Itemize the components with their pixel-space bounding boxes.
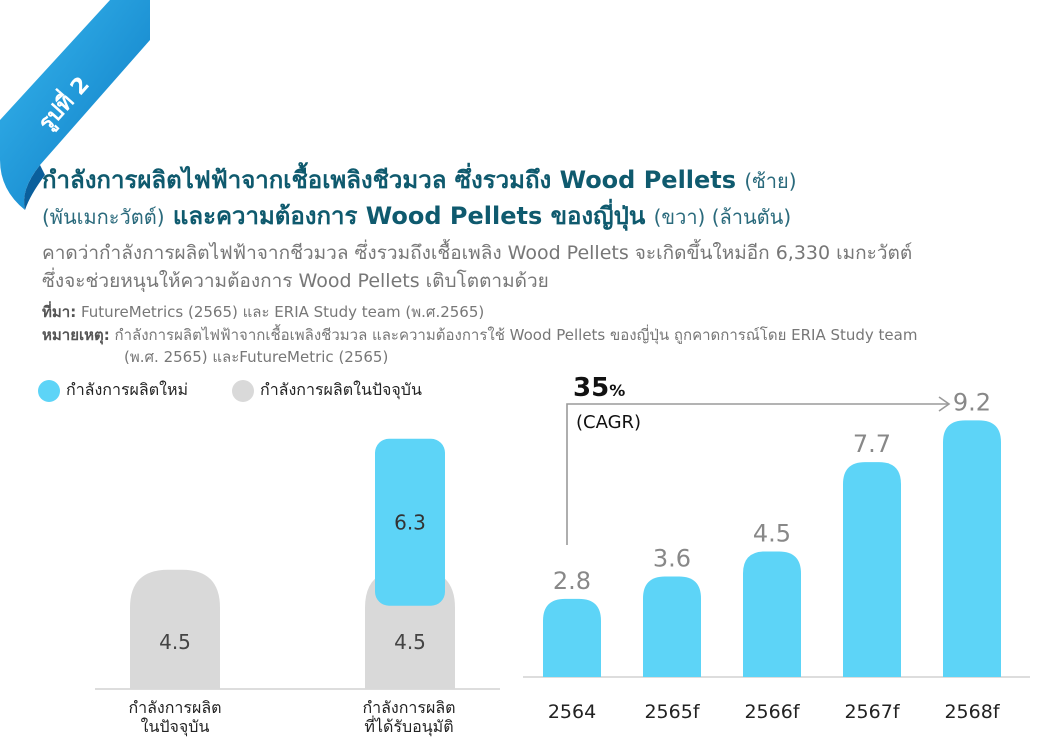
note-text-1: กำลังการผลิตไฟฟ้าจากเชื้อเพลิงชีวมวล และ… (114, 326, 918, 344)
source-line: ที่มา: FutureMetrics (2565) และ ERIA Stu… (42, 300, 484, 324)
left-category-1-line-1: กำลังการผลิต (362, 698, 456, 717)
legend-swatch-current (232, 379, 254, 402)
cagr-value: 35% (573, 373, 625, 403)
right-bar-value-2568f: 9.2 (953, 388, 991, 416)
right-category-2568f: 2568f (944, 701, 1000, 723)
figure-badge-ribbon: รูปที่ 2 (0, 0, 150, 210)
right-bar-2565f (643, 576, 701, 677)
note-line-2: (พ.ศ. 2565) และFutureMetric (2565) (124, 348, 389, 366)
right-category-2564: 2564 (548, 701, 596, 723)
left-bar-current-label-0: 4.5 (159, 630, 191, 654)
source-text: FutureMetrics (2565) และ ERIA Study team… (80, 303, 485, 321)
right-bar-value-2564: 2.8 (553, 567, 591, 595)
right-chart-bars: 2.8 2564 3.6 2565f 4.5 2566f 7.7 2567f 9.2 2568f (543, 388, 1001, 723)
title-bold-1: กำลังการผลิตไฟฟ้าจากเชื้อเพลิงชีวมวล ซึ่… (42, 166, 737, 194)
left-bar-current-label-1: 4.5 (394, 630, 426, 654)
chart-title-line-1: กำลังการผลิตไฟฟ้าจากเชื้อเพลิงชีวมวล ซึ่… (42, 160, 797, 199)
subtitle-line-1: คาดว่ากำลังการผลิตไฟฟ้าจากชีวมวล ซึ่งรวม… (42, 242, 913, 264)
left-category-label-1: กำลังการผลิต ที่ได้รับอนุมัติ (334, 698, 484, 736)
left-category-label-0: กำลังการผลิต ในปัจจุบัน (100, 698, 250, 736)
left-bar-new-1 (375, 438, 445, 606)
right-bar-value-2566f: 4.5 (753, 519, 791, 547)
right-bar-2567f (843, 462, 901, 677)
note-line-1: หมายเหตุ: กำลังการผลิตไฟฟ้าจากเชื้อเพลิง… (42, 323, 917, 347)
left-chart-bars: 4.5 4.5 6.3 (130, 438, 455, 689)
subtitle-line-2: ซึ่งจะช่วยหนุนให้ความต้องการ Wood Pellet… (42, 270, 549, 292)
right-bar-2566f (743, 551, 801, 677)
cagr-number: 35 (573, 373, 609, 403)
note-label: หมายเหตุ: (42, 326, 110, 344)
right-category-2566f: 2566f (744, 701, 800, 723)
right-category-2565f: 2565f (644, 701, 700, 723)
left-category-0-line-1: กำลังการผลิต (128, 698, 222, 717)
chart-title-line-2: (พันเมกะวัตต์) และความต้องการ Wood Pelle… (42, 196, 791, 235)
cagr-arrow (566, 396, 951, 545)
title-bold-2: และความต้องการ Wood Pellets ของญี่ปุ่น (172, 202, 646, 230)
right-bar-value-2565f: 3.6 (653, 545, 691, 573)
source-label: ที่มา: (42, 303, 77, 321)
left-bar-current-0 (130, 569, 220, 689)
cagr-unit: % (609, 381, 625, 400)
legend-swatch-new (38, 379, 60, 402)
right-bar-2568f (943, 420, 1001, 677)
legend-item-current: กำลังการผลิตในปัจจุบัน (232, 378, 422, 403)
right-category-2567f: 2567f (844, 701, 900, 723)
legend-label-new: กำลังการผลิตใหม่ (66, 380, 189, 399)
title-note-2: (พันเมกะวัตต์) (42, 205, 165, 229)
cagr-label: (CAGR) (576, 412, 641, 433)
left-category-0-line-2: ในปัจจุบัน (140, 717, 210, 736)
right-bar-2564 (543, 598, 601, 677)
legend-item-new: กำลังการผลิตใหม่ (38, 378, 188, 403)
title-tail-2: (ขวา) (ล้านตัน) (653, 205, 792, 229)
title-note-1: (ซ้าย) (744, 169, 797, 193)
left-bar-new-label-1: 6.3 (394, 510, 426, 534)
legend-label-current: กำลังการผลิตในปัจจุบัน (260, 380, 422, 399)
left-category-1-line-2: ที่ได้รับอนุมัติ (364, 717, 454, 736)
right-bar-value-2567f: 7.7 (853, 430, 891, 458)
